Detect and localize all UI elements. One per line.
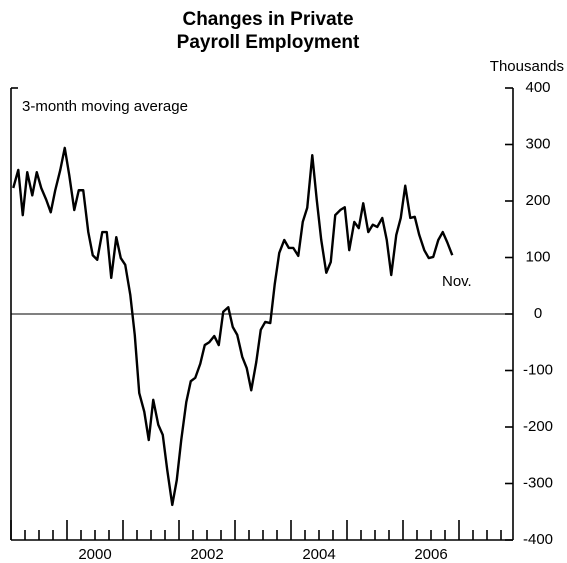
y-tick-label: 400 <box>525 79 550 96</box>
y-tick-label: 200 <box>525 192 550 209</box>
y-tick-label: -200 <box>523 418 553 435</box>
line-series <box>12 146 454 507</box>
y-tick-label: 0 <box>534 305 542 322</box>
y-tick-label: -100 <box>523 361 553 378</box>
x-tick-label: 2004 <box>302 546 335 563</box>
annotation: Nov. <box>442 273 472 290</box>
y-axis-label: Thousands <box>490 58 564 75</box>
chart-title: Payroll Employment <box>177 32 360 53</box>
y-tick-label: 300 <box>525 135 550 152</box>
x-tick-label: 2002 <box>190 546 223 563</box>
x-tick-label: 2000 <box>78 546 111 563</box>
y-tick-label: -400 <box>523 531 553 548</box>
x-tick-label: 2006 <box>414 546 447 563</box>
chart-title: Changes in Private <box>182 9 353 30</box>
y-tick-label: -300 <box>523 474 553 491</box>
annotation: 3-month moving average <box>22 98 188 115</box>
y-tick-label: 100 <box>525 248 550 265</box>
